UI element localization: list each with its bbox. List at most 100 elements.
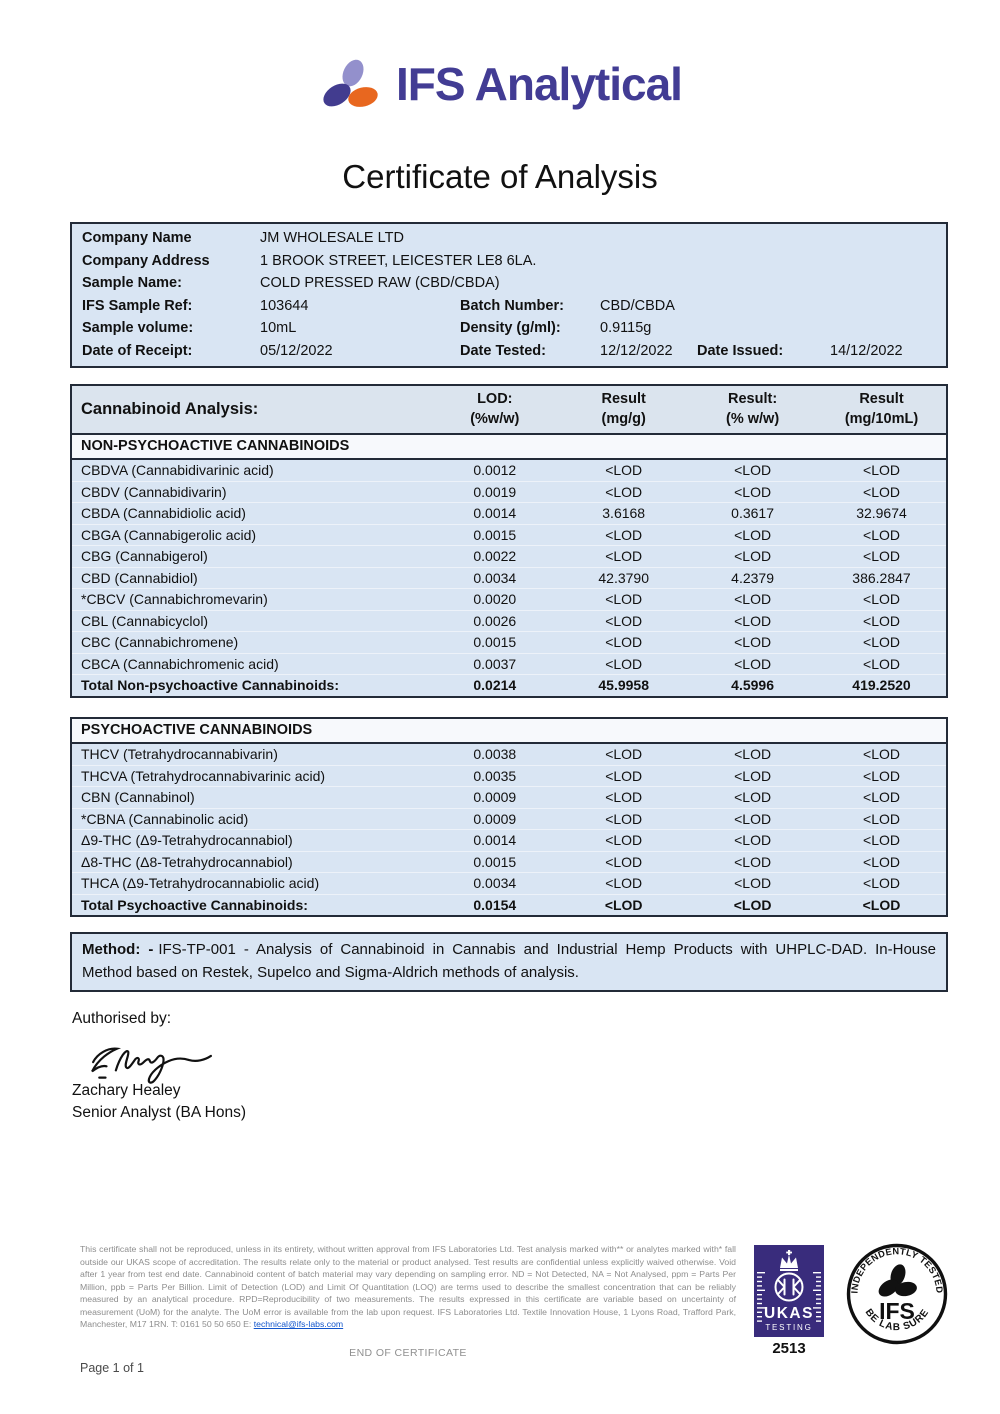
- analyte-name: *CBCV (Cannabichromevarin): [81, 591, 268, 607]
- analyte-value: <LOD: [605, 875, 643, 891]
- analyte-row: Δ8-THC (Δ8-Tetrahydrocannabiol) 0.0015 <LO…: [72, 852, 946, 873]
- column-header-lod: LOD: (%w/w): [430, 389, 559, 429]
- company-info-row: Sample volume: 10mL Density (g/ml): 0.9115g: [72, 317, 946, 340]
- analysis-title: Cannabinoid Analysis:: [81, 399, 259, 418]
- brand-name: IFS Analytical: [396, 58, 683, 110]
- analyte-name: Δ8-THC (Δ8-Tetrahydrocannabiol): [81, 853, 293, 870]
- analyte-value: <LOD: [863, 462, 900, 478]
- analyte-name: THCV (Tetrahydrocannabivarin): [81, 746, 278, 762]
- analyte-value: 0.0214: [473, 677, 517, 693]
- column-header-line: LOD:: [477, 391, 513, 407]
- analyte-value: 4.2379: [731, 569, 774, 586]
- field-value: 1 BROOK STREET, LEICESTER LE8 6LA.: [260, 252, 537, 269]
- total-row: Total Psychoactive Cannabinoids: 0.0154 <L…: [72, 895, 946, 916]
- analyte-value: <LOD: [863, 746, 900, 762]
- analyte-value: <LOD: [734, 612, 772, 629]
- column-header-result-mgg: Result (mg/g): [559, 389, 688, 429]
- column-header-result-mg10ml: Result (mg/10mL): [817, 389, 946, 429]
- analyte-value: <LOD: [863, 789, 900, 805]
- analyte-value: <LOD: [734, 634, 772, 650]
- analyte-value: <LOD: [863, 548, 900, 564]
- ukas-accreditation-number: 2513: [772, 1340, 806, 1357]
- ukas-testing-label: TESTING: [765, 1323, 812, 1332]
- analyte-name: CBGA (Cannabigerolic acid): [81, 526, 257, 543]
- company-info-row: Sample Name: COLD PRESSED RAW (CBD/CBDA): [72, 272, 946, 295]
- signatory-name: Zachary Healey: [72, 1082, 181, 1099]
- column-header-line: (%w/w): [470, 411, 520, 427]
- analyte-value: 0.0035: [473, 767, 517, 784]
- field-label: Date of Receipt:: [82, 342, 193, 359]
- company-info-row: Date of Receipt: 05/12/2022 Date Tested: 12…: [72, 340, 946, 363]
- analyte-value: <LOD: [734, 810, 772, 827]
- section-header-row: PSYCHOACTIVE CANNABINOIDS: [72, 719, 946, 744]
- analyte-value: <LOD: [863, 612, 900, 629]
- analyte-value: <LOD: [605, 810, 643, 827]
- analyte-value: <LOD: [605, 612, 643, 629]
- analyte-name: CBDA (Cannabidiolic acid): [81, 505, 246, 521]
- email-link[interactable]: technical@ifs-labs.com: [253, 1319, 344, 1329]
- independently-tested-badge: INDEPENDENTLY TESTED BE LAB SURE IFS: [846, 1243, 948, 1345]
- analyte-value: <LOD: [605, 655, 643, 672]
- analyte-name: CBDV (Cannabidivarin): [81, 483, 227, 500]
- field-label: IFS Sample Ref:: [82, 297, 193, 314]
- analyte-row: CBGA (Cannabigerolic acid) 0.0015 <LOD <LOD…: [72, 525, 946, 546]
- badge-center-text: IFS: [879, 1298, 915, 1324]
- analyte-row: THCV (Tetrahydrocannabivarin) 0.0038 <LOD <…: [72, 744, 946, 766]
- end-of-certificate-label: END OF CERTIFICATE: [349, 1347, 467, 1359]
- analyte-value: 0.0012: [473, 462, 517, 478]
- analyte-value: <LOD: [863, 853, 900, 870]
- analyte-value: <LOD: [863, 634, 900, 650]
- analyte-value: <LOD: [605, 526, 643, 543]
- analyte-value: <LOD: [863, 526, 900, 543]
- analyte-value: 45.9958: [598, 677, 649, 693]
- analyte-value: 0.0037: [473, 655, 517, 672]
- non-psychoactive-section: NON-PSYCHOACTIVE CANNABINOIDS CBDVA (Cann…: [72, 435, 946, 696]
- analyte-value: 0.0019: [473, 483, 517, 500]
- analyte-value: <LOD: [863, 591, 900, 607]
- analyte-value: <LOD: [734, 526, 772, 543]
- field-label: Date Issued:: [697, 342, 784, 359]
- analyte-row: CBG (Cannabigerol) 0.0022 <LOD <LOD <LOD: [72, 546, 946, 568]
- field-value: COLD PRESSED RAW (CBD/CBDA): [260, 275, 500, 292]
- field-value: 12/12/2022: [600, 342, 673, 359]
- ukas-circle: [774, 1272, 804, 1302]
- field-value: 05/12/2022: [260, 342, 333, 359]
- analyte-value: 0.0038: [473, 746, 517, 762]
- analyte-row: CBD (Cannabidiol) 0.0034 42.3790 4.2379 386.…: [72, 568, 946, 589]
- authorised-by-label: Authorised by:: [72, 1010, 172, 1027]
- column-header-result-pct: Result: (% w/w): [688, 389, 817, 429]
- analyte-name: Δ9-THC (Δ9-Tetrahydrocannabiol): [81, 832, 293, 848]
- company-info-row: Company Address 1 BROOK STREET, LEICESTER…: [72, 250, 946, 273]
- analyte-value: <LOD: [734, 789, 772, 805]
- analyte-name: CBN (Cannabinol): [81, 789, 195, 805]
- field-value: JM WHOLESALE LTD: [260, 230, 404, 246]
- ifs-logo-icon: [323, 59, 378, 107]
- document-title: Certificate of Analysis: [342, 158, 658, 195]
- ukas-wordmark: UKAS: [764, 1305, 814, 1322]
- analyte-value: <LOD: [734, 548, 772, 564]
- analyte-name: CBCA (Cannabichromenic acid): [81, 655, 279, 672]
- analyte-value: 3.6168: [602, 505, 646, 521]
- analyte-value: <LOD: [605, 591, 643, 607]
- analyte-value: 0.0015: [473, 634, 517, 650]
- analyte-row: CBDVA (Cannabidivarinic acid) 0.0012 <LOD <…: [72, 460, 946, 482]
- field-label: Density (g/ml):: [460, 320, 561, 337]
- analyte-name: CBG (Cannabigerol): [81, 548, 208, 564]
- analyte-name: *CBNA (Cannabinolic acid): [81, 810, 249, 827]
- field-value: 0.9115g: [600, 320, 652, 337]
- analyte-value: <LOD: [734, 591, 772, 607]
- analyte-row: CBC (Cannabichromene) 0.0015 <LOD <LOD <LOD: [72, 632, 946, 654]
- analyte-value: <LOD: [863, 810, 900, 827]
- field-label: Company Address: [82, 252, 210, 269]
- analyte-row: CBL (Cannabicyclol) 0.0026 <LOD <LOD <LOD: [72, 611, 946, 632]
- method-box: Method: - IFS-TP-001 - Analysis of Cannab…: [70, 932, 948, 992]
- analyte-value: <LOD: [605, 483, 643, 500]
- analyte-value: <LOD: [863, 655, 900, 672]
- company-info-row: IFS Sample Ref: 103644 Batch Number: CBD/CB…: [72, 295, 946, 318]
- analyte-value: <LOD: [863, 483, 900, 500]
- total-row: Total Non-psychoactive Cannabinoids: 0.02…: [72, 675, 946, 696]
- analyte-value: <LOD: [863, 832, 900, 848]
- crown-icon: [780, 1250, 798, 1271]
- ukas-testing-logo: UKAS TESTING: [754, 1245, 824, 1337]
- analyte-name: CBD (Cannabidiol): [81, 569, 198, 586]
